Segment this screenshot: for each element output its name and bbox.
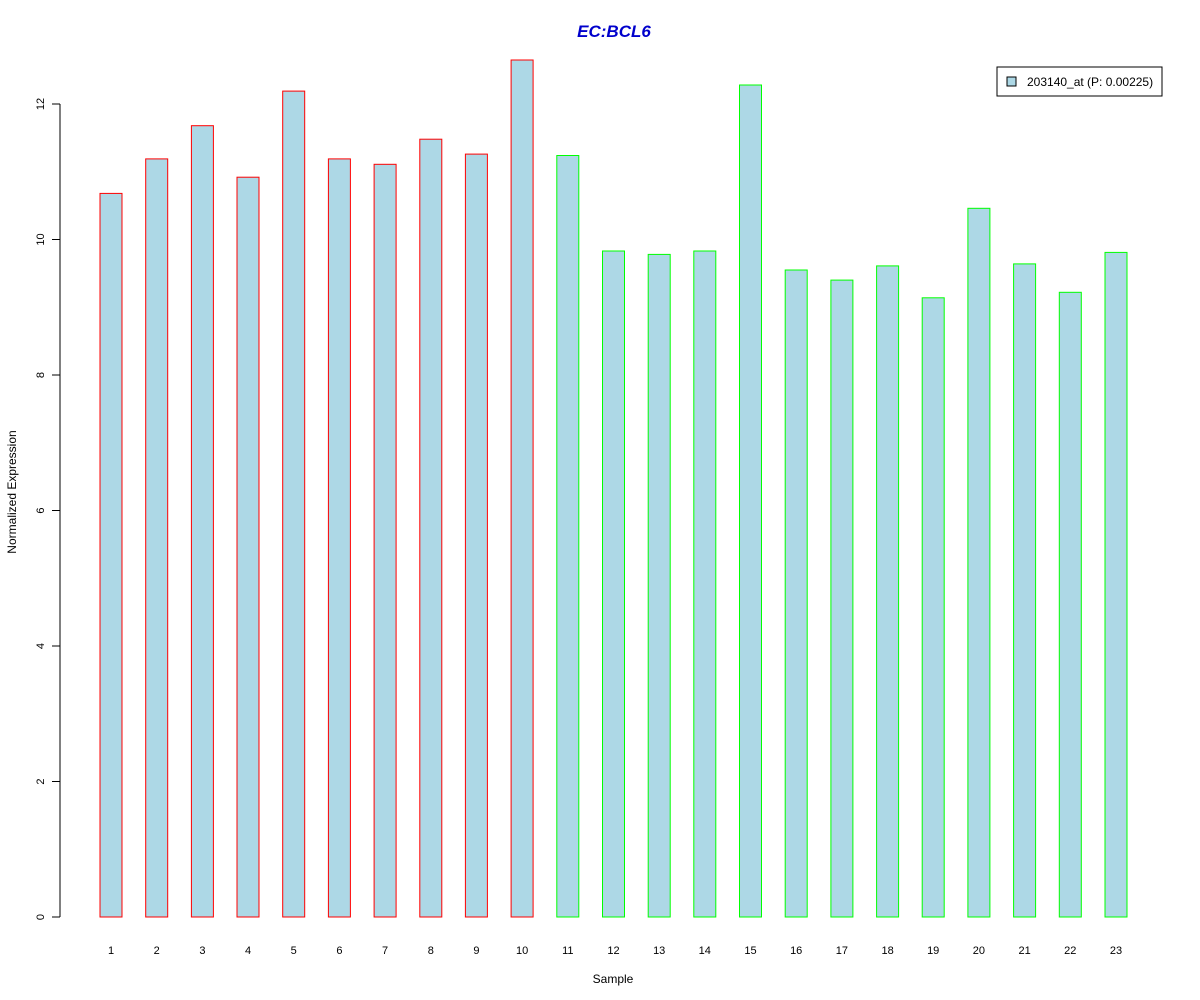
x-tick-label: 16	[790, 945, 802, 957]
x-tick-label: 15	[744, 945, 756, 957]
bar-sample-10	[510, 59, 534, 918]
bar-sample-8	[419, 138, 443, 918]
x-tick-labels: 1 2 3 4 5 6 7 8 9 10 11 12 13 14 15 16 17 18 19 20 21 22 23	[108, 945, 1122, 957]
legend-swatch	[1006, 76, 1017, 87]
legend-label: 203140_at (P: 0.00225)	[1027, 75, 1153, 89]
x-tick-label: 17	[836, 945, 848, 957]
x-tick-label: 14	[699, 945, 711, 957]
x-tick-label: 4	[245, 945, 251, 957]
x-tick-label: 20	[973, 945, 985, 957]
x-tick-label: 22	[1064, 945, 1076, 957]
y-axis: 0 2 4 6 8 10 12	[35, 98, 61, 920]
x-tick-label: 10	[516, 945, 528, 957]
x-tick-label: 23	[1110, 945, 1122, 957]
y-axis-label: Normalized Expression	[5, 430, 19, 553]
x-tick-label: 21	[1018, 945, 1030, 957]
bar-sample-11	[556, 155, 580, 918]
bar-sample-1	[99, 192, 123, 918]
y-tick-label: 6	[35, 507, 47, 513]
bar-sample-21	[1013, 263, 1037, 918]
x-tick-label: 3	[199, 945, 205, 957]
bar-sample-14	[693, 250, 717, 918]
bar-sample-4	[236, 176, 260, 918]
bar-sample-7	[373, 163, 397, 918]
x-tick-label: 9	[473, 945, 479, 957]
x-tick-label: 19	[927, 945, 939, 957]
x-tick-label: 11	[562, 945, 573, 957]
bar-sample-13	[647, 253, 671, 918]
bar-sample-16	[784, 269, 808, 918]
legend: 203140_at (P: 0.00225)	[996, 66, 1163, 97]
bar-sample-6	[327, 158, 351, 918]
y-tick-label: 4	[35, 643, 47, 649]
x-tick-label: 1	[108, 945, 114, 957]
y-tick-label: 8	[35, 372, 47, 378]
y-tick-label: 0	[35, 914, 47, 920]
y-tick-label: 2	[35, 778, 47, 784]
x-tick-label: 8	[428, 945, 434, 957]
bar-sample-3	[190, 125, 214, 918]
x-tick-label: 5	[291, 945, 297, 957]
x-axis-label: Sample	[593, 972, 634, 986]
legend-box	[996, 66, 1163, 97]
bar-sample-22	[1058, 291, 1082, 918]
x-tick-label: 7	[382, 945, 388, 957]
bar-sample-5	[282, 90, 306, 918]
bar-sample-15	[739, 84, 762, 918]
x-tick-label: 18	[881, 945, 893, 957]
bar-sample-9	[464, 153, 488, 918]
x-tick-label: 13	[653, 945, 665, 957]
chart-title: EC:BCL6	[577, 22, 651, 41]
x-tick-label: 6	[336, 945, 342, 957]
y-tick-label: 12	[35, 98, 47, 110]
x-tick-label: 12	[607, 945, 619, 957]
bar-sample-2	[145, 158, 169, 918]
bar-sample-17	[830, 279, 854, 918]
bar-sample-19	[921, 297, 945, 918]
bar-sample-12	[602, 250, 625, 918]
bars-group	[99, 59, 1128, 918]
bar-sample-20	[967, 207, 991, 918]
bar-sample-23	[1104, 251, 1128, 918]
bar-sample-18	[876, 265, 900, 918]
y-tick-label: 10	[35, 233, 47, 245]
x-tick-label: 2	[154, 945, 160, 957]
